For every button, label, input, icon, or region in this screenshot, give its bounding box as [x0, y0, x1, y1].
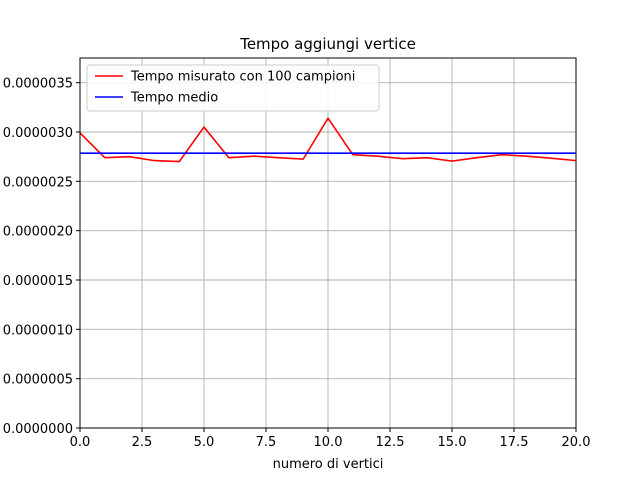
y-tick-label: 0.0000020	[3, 225, 73, 240]
legend: Tempo misurato con 100 campioni Tempo med…	[86, 64, 380, 112]
y-tick-label: 0.0000000	[3, 422, 73, 437]
y-tick-label: 0.0000035	[3, 77, 73, 92]
x-tick-label: 0.0	[70, 435, 91, 450]
x-axis-label: numero di vertici	[273, 457, 384, 472]
x-axis-ticks: 0.0 2.5 5.0 7.5 10.0 12.5 15.0 17.5 20.0	[70, 428, 591, 450]
x-tick-label: 15.0	[438, 435, 467, 450]
x-tick-label: 7.5	[256, 435, 277, 450]
series-line-1	[79, 117, 577, 163]
chart-title: Tempo aggiungi vertice	[239, 35, 416, 53]
series-group	[79, 117, 577, 163]
x-tick-label: 5.0	[194, 435, 215, 450]
y-tick-label: 0.0000015	[3, 274, 73, 289]
legend-label: Tempo misurato con 100 campioni	[130, 70, 355, 85]
x-tick-label: 20.0	[562, 435, 591, 450]
x-tick-label: 17.5	[500, 435, 529, 450]
y-tick-label: 0.0000025	[3, 175, 73, 190]
x-tick-label: 12.5	[376, 435, 405, 450]
y-tick-label: 0.0000005	[3, 373, 73, 388]
y-tick-label: 0.0000030	[3, 126, 73, 141]
y-tick-label: 0.0000010	[3, 323, 73, 338]
legend-box	[86, 64, 380, 112]
legend-label: Tempo medio	[130, 91, 218, 106]
x-tick-label: 10.0	[314, 435, 343, 450]
y-axis-ticks: 0.0000000 0.0000005 0.0000010 0.0000015 0.00…	[3, 77, 80, 437]
x-tick-label: 2.5	[132, 435, 153, 450]
